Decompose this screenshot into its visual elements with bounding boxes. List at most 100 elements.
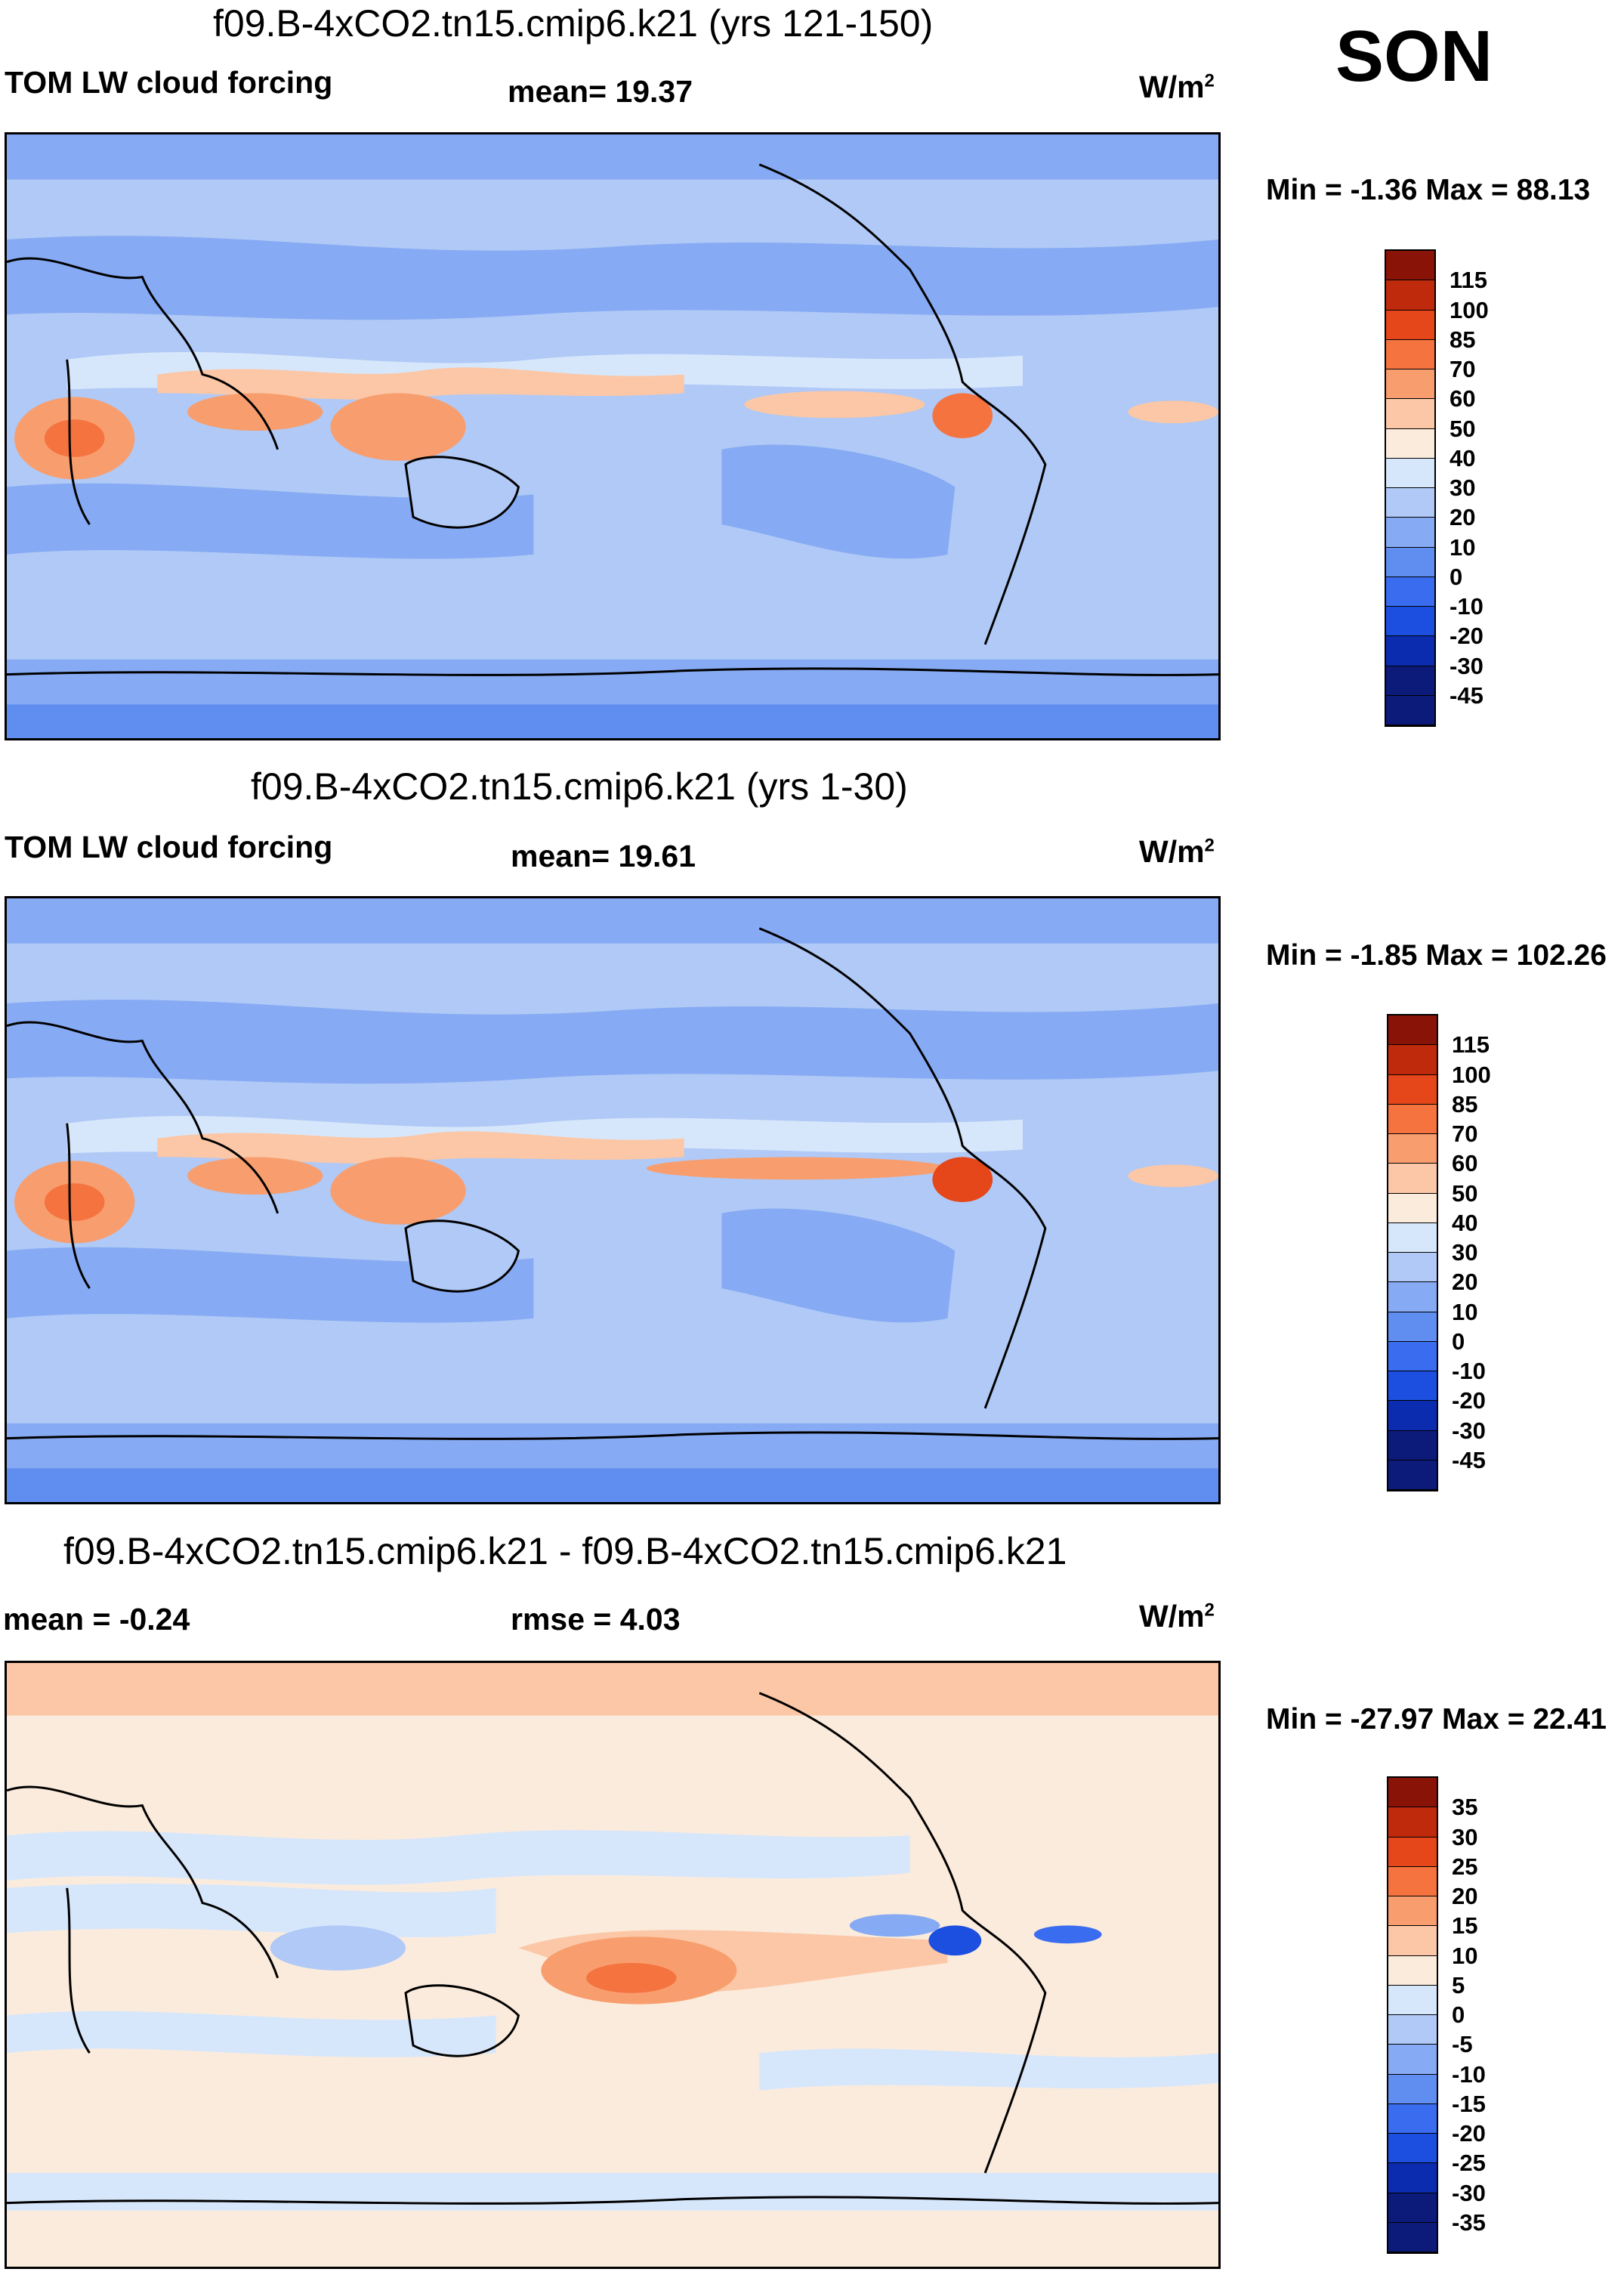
colorbar-swatch — [1388, 1807, 1437, 1838]
panel1-variable-label: TOM LW cloud forcing — [5, 65, 333, 100]
colorbar-swatch — [1386, 251, 1434, 281]
colorbar-tick-label: 40 — [1452, 1209, 1478, 1236]
colorbar-tick-label: 25 — [1452, 1853, 1478, 1880]
colorbar-swatch — [1388, 1866, 1437, 1896]
colorbar-swatch — [1388, 1896, 1437, 1927]
colorbar-tick-label: 5 — [1452, 1971, 1465, 1998]
colorbar-tick-label: -45 — [1450, 682, 1484, 709]
colorbar-swatch — [1386, 310, 1434, 340]
colorbar-swatch — [1386, 636, 1434, 666]
colorbar-swatch — [1386, 488, 1434, 518]
colorbar-tick-label: 70 — [1450, 356, 1476, 382]
colorbar-swatch — [1388, 1193, 1437, 1223]
colorbar-tick-label: 85 — [1450, 326, 1476, 353]
colorbar-tick-label: -20 — [1450, 623, 1484, 650]
colorbar-swatch — [1386, 607, 1434, 637]
colorbar-tick-label: -20 — [1452, 2120, 1486, 2147]
colorbar-swatch — [1388, 2015, 1437, 2045]
colorbar-tick-label: 70 — [1452, 1120, 1478, 1147]
panel3-minmax: Min = -27.97 Max = 22.41 — [1266, 1703, 1607, 1736]
colorbar-swatch — [1388, 2193, 1437, 2223]
colorbar-swatch — [1386, 695, 1434, 725]
colorbar-tick-label: -20 — [1452, 1387, 1486, 1414]
colorbar-swatch — [1388, 1778, 1437, 1808]
colorbar-tick-label: 60 — [1452, 1150, 1478, 1177]
colorbar-tick-label: 20 — [1452, 1883, 1478, 1909]
colorbar-swatch — [1386, 547, 1434, 577]
colorbar-swatch — [1388, 2045, 1437, 2075]
panel2-minmax: Min = -1.85 Max = 102.26 — [1266, 939, 1607, 972]
colorbar-tick-label: 0 — [1452, 2001, 1465, 2028]
colorbar-tick-label: 60 — [1450, 385, 1476, 413]
colorbar-tick-label: 40 — [1450, 444, 1476, 471]
colorbar-swatch — [1388, 2103, 1437, 2134]
panel1-map — [5, 132, 1221, 740]
colorbar-tick-label: 10 — [1452, 1298, 1478, 1325]
colorbar-swatch — [1388, 1926, 1437, 1956]
colorbar-tick-label: 15 — [1452, 1912, 1478, 1940]
colorbar-swatch — [1388, 1253, 1437, 1283]
colorbar-swatch — [1388, 1401, 1437, 1431]
colorbar-swatch — [1388, 1312, 1437, 1342]
colorbar-tick-label: 50 — [1452, 1179, 1478, 1207]
colorbar-tick-label: 20 — [1450, 504, 1476, 531]
colorbar-tick-label: -25 — [1452, 2150, 1486, 2177]
colorbar-swatch — [1388, 1430, 1437, 1461]
panel2-map-svg — [7, 898, 1218, 1502]
colorbar-tick-label: 100 — [1450, 296, 1489, 323]
colorbar-swatch — [1388, 1134, 1437, 1164]
panel3-rmse-label: rmse = 4.03 — [511, 1602, 681, 1637]
colorbar-tick-label: 0 — [1452, 1328, 1465, 1355]
panel1-mean-label: mean= 19.37 — [508, 74, 693, 109]
colorbar-swatch — [1388, 1045, 1437, 1075]
colorbar-swatch — [1388, 2134, 1437, 2164]
colorbar-tick-label: 30 — [1450, 474, 1476, 501]
colorbar-swatch — [1388, 1985, 1437, 2015]
panel3-title: f09.B-4xCO2.tn15.cmip6.k21 - f09.B-4xCO2… — [63, 1530, 1067, 1572]
panel3-map — [5, 1661, 1221, 2269]
colorbar-swatch — [1386, 428, 1434, 459]
colorbar-swatch — [1386, 369, 1434, 400]
colorbar-tick-label: 0 — [1450, 563, 1463, 590]
colorbar-tick-label: -10 — [1452, 2060, 1486, 2088]
panel3-map-svg — [7, 1663, 1218, 2267]
colorbar-tick-label: 50 — [1450, 415, 1476, 442]
colorbar-swatch — [1386, 458, 1434, 488]
colorbar-swatch — [1388, 1164, 1437, 1194]
colorbar-tick-label: -5 — [1452, 2031, 1473, 2058]
colorbar-tick-label: 85 — [1452, 1090, 1478, 1117]
colorbar-tick-label: 115 — [1450, 267, 1488, 294]
panel1-map-svg — [7, 134, 1218, 738]
colorbar-tick-label: -10 — [1450, 593, 1484, 620]
season-label: SON — [1335, 16, 1493, 97]
colorbar-swatch — [1386, 399, 1434, 429]
colorbar-tick-label: -45 — [1452, 1446, 1486, 1473]
colorbar-swatch — [1388, 1223, 1437, 1253]
colorbar-swatch — [1388, 2163, 1437, 2193]
panel2-units: W/m2 — [1139, 834, 1215, 869]
colorbar-tick-label: -30 — [1450, 652, 1484, 679]
panel1-units: W/m2 — [1139, 70, 1215, 104]
colorbar-tick-label: 30 — [1452, 1823, 1478, 1850]
panel1-title: f09.B-4xCO2.tn15.cmip6.k21 (yrs 121-150) — [213, 2, 934, 45]
colorbar-swatch — [1388, 1104, 1437, 1134]
colorbar-tick-label: -35 — [1452, 2209, 1486, 2236]
panel3-units: W/m2 — [1139, 1599, 1215, 1634]
panel2-mean-label: mean= 19.61 — [511, 839, 696, 873]
colorbar-tick-label: 10 — [1450, 533, 1476, 561]
colorbar-swatch — [1388, 1460, 1437, 1490]
panel2-colorbar: 115 100 85 70 60 50 40 30 20 10 0 -10 -20 -30 -45 — [1387, 1014, 1491, 1491]
colorbar-swatch — [1388, 1282, 1437, 1312]
colorbar-tick-label: 100 — [1452, 1061, 1491, 1088]
colorbar-tick-label: 115 — [1452, 1031, 1490, 1059]
colorbar-tick-label: 30 — [1452, 1239, 1478, 1266]
colorbar-swatch — [1388, 1837, 1437, 1867]
colorbar-tick-label: 20 — [1452, 1269, 1478, 1296]
colorbar-tick-label: 35 — [1452, 1794, 1478, 1821]
colorbar-swatch — [1388, 2074, 1437, 2104]
colorbar-tick-label: -30 — [1452, 2179, 1486, 2206]
colorbar-swatch — [1388, 1371, 1437, 1402]
colorbar-swatch — [1386, 576, 1434, 607]
panel2-title: f09.B-4xCO2.tn15.cmip6.k21 (yrs 1-30) — [251, 765, 908, 808]
colorbar-swatch — [1386, 518, 1434, 548]
